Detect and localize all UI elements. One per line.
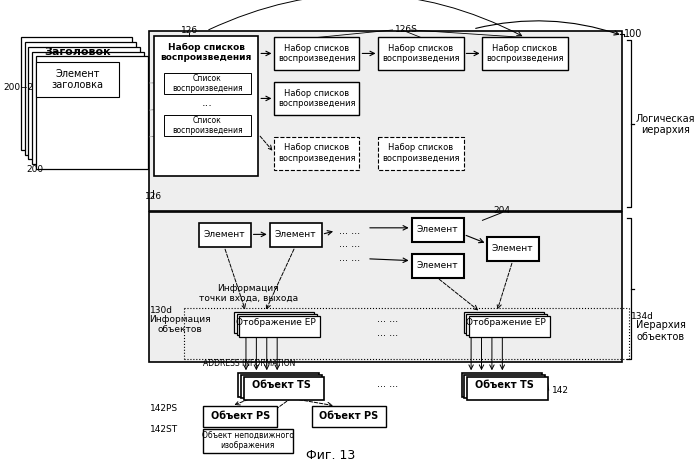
Text: Набор списков
воспроизведения: Набор списков воспроизведения (160, 43, 252, 62)
Text: Набор списков
воспроизведения: Набор списков воспроизведения (486, 44, 564, 63)
Bar (469, 316, 550, 337)
Bar (164, 115, 251, 136)
Text: Иерархия
объектов: Иерархия объектов (636, 320, 685, 342)
Text: Набор списков
воспроизведения: Набор списков воспроизведения (278, 44, 356, 63)
Bar (465, 375, 545, 399)
Text: Объект TS: Объект TS (475, 380, 533, 390)
Bar (239, 316, 320, 337)
Text: ... ...: ... ... (377, 328, 398, 338)
Bar (270, 223, 321, 247)
Bar (274, 137, 360, 170)
Text: Объект PS: Объект PS (211, 411, 270, 421)
Text: 142ST: 142ST (150, 425, 178, 434)
Text: Элемент: Элемент (416, 261, 458, 270)
Bar (32, 51, 144, 164)
Text: Объект PS: Объект PS (319, 411, 379, 421)
Text: 100: 100 (624, 29, 643, 39)
Bar (150, 212, 622, 362)
Text: Набор списков
воспроизведения: Набор списков воспроизведения (382, 44, 460, 63)
Bar (199, 223, 251, 247)
Text: Список
воспроизведения: Список воспроизведения (172, 116, 242, 135)
Text: Логическая
иерархия: Логическая иерархия (636, 114, 695, 136)
Bar (150, 31, 622, 211)
Text: Заголовок: Заголовок (44, 48, 111, 57)
Bar (25, 42, 136, 155)
Text: 134d: 134d (631, 313, 654, 321)
Text: Объект неподвижного
изображения: Объект неподвижного изображения (202, 431, 294, 450)
Bar (154, 36, 258, 176)
Bar (487, 237, 539, 261)
Bar (164, 73, 251, 94)
Text: Элемент: Элемент (204, 230, 245, 239)
Text: ...: ... (202, 98, 213, 108)
Bar (461, 373, 542, 397)
Text: 130d: 130d (150, 306, 172, 315)
Bar (204, 406, 277, 426)
Bar (482, 38, 568, 70)
Text: ... ...: ... ... (377, 379, 398, 389)
Bar (412, 219, 463, 242)
Bar (234, 312, 314, 333)
Text: Набор списков
воспроизведения: Набор списков воспроизведения (382, 143, 460, 163)
Bar (468, 377, 547, 400)
Text: ... ...: ... ... (340, 225, 360, 236)
Bar (29, 47, 140, 159)
Text: Отображение EP: Отображение EP (466, 318, 546, 327)
Bar (412, 254, 463, 277)
Text: Список
воспроизведения: Список воспроизведения (172, 74, 242, 93)
Text: Элемент: Элемент (492, 244, 533, 253)
Text: Набор списков
воспроизведения: Набор списков воспроизведения (278, 143, 356, 163)
Bar (36, 62, 119, 98)
Bar (185, 307, 629, 361)
Text: ADDRESS INFORMATION: ADDRESS INFORMATION (204, 359, 296, 368)
Text: 126: 126 (145, 193, 162, 201)
Text: ... ...: ... ... (340, 239, 360, 249)
Text: 126: 126 (181, 26, 198, 36)
Text: 142PS: 142PS (150, 404, 178, 413)
Bar (274, 38, 360, 70)
Text: ... ...: ... ... (340, 253, 360, 263)
Bar (379, 38, 463, 70)
Text: Элемент
заголовка: Элемент заголовка (52, 69, 104, 90)
Bar (312, 406, 386, 426)
Text: 204: 204 (493, 206, 510, 214)
Text: Элемент: Элемент (416, 225, 458, 234)
Text: 142: 142 (552, 386, 568, 394)
Text: Фиг. 13: Фиг. 13 (307, 449, 356, 462)
Bar (463, 312, 544, 333)
Text: Отображение EP: Отображение EP (237, 318, 316, 327)
Text: Набор списков
воспроизведения: Набор списков воспроизведения (278, 89, 356, 108)
Text: Информация
объектов: Информация объектов (150, 315, 211, 334)
Bar (274, 82, 360, 115)
Text: Объект TS: Объект TS (251, 380, 310, 390)
Bar (237, 314, 317, 335)
Text: 200−2: 200−2 (4, 83, 34, 92)
Bar (36, 56, 148, 169)
Bar (466, 314, 547, 335)
Bar (204, 429, 293, 453)
Text: 126S: 126S (395, 25, 418, 34)
Text: Информация
точки входа, выхода: Информация точки входа, выхода (199, 284, 298, 303)
Text: ... ...: ... ... (377, 314, 398, 324)
Bar (21, 38, 132, 150)
Bar (244, 377, 325, 400)
Bar (239, 373, 318, 397)
Bar (379, 137, 463, 170)
Text: 200: 200 (27, 165, 43, 174)
Text: Элемент: Элемент (274, 230, 316, 239)
Bar (241, 375, 321, 399)
